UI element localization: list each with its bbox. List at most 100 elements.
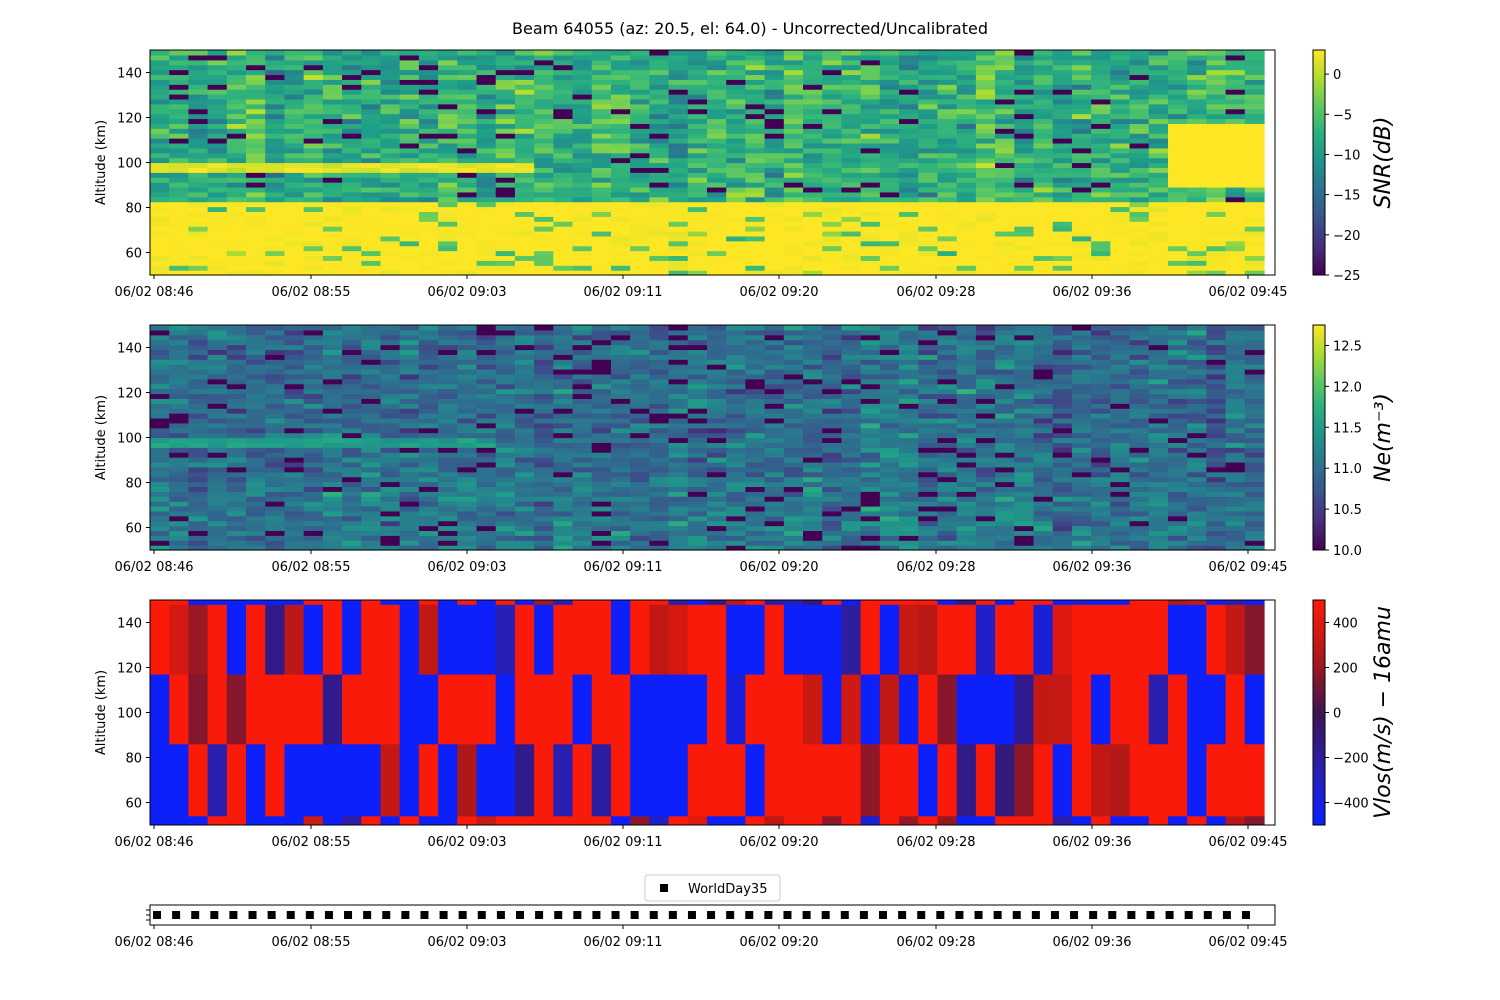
heatmap-cell	[572, 191, 593, 198]
heatmap-cell	[150, 383, 170, 390]
heatmap-cell	[226, 461, 247, 468]
heatmap-cell	[1033, 373, 1054, 380]
heatmap-cell	[1206, 98, 1227, 105]
heatmap-cell	[1148, 211, 1169, 217]
heatmap-cell	[975, 354, 996, 360]
heatmap-cell	[726, 452, 747, 458]
heatmap-cell	[418, 186, 439, 193]
heatmap-cell	[1091, 147, 1111, 154]
heatmap-cell	[879, 216, 900, 222]
heatmap-cell	[1014, 413, 1035, 419]
heatmap-cell	[649, 50, 670, 56]
heatmap-cell	[879, 520, 900, 527]
heatmap-cell	[188, 540, 209, 546]
heatmap-cell	[591, 413, 612, 419]
heatmap-cell	[630, 94, 650, 100]
heatmap-cell	[879, 476, 900, 483]
heatmap-cell	[534, 393, 554, 399]
heatmap-cell	[707, 172, 727, 178]
heatmap-cell	[1014, 162, 1035, 168]
heatmap-cell	[226, 369, 247, 375]
heatmap-cell	[438, 235, 458, 242]
heatmap-cell	[630, 344, 650, 351]
heatmap-cell	[1071, 417, 1092, 424]
heatmap-cell	[246, 69, 266, 76]
heatmap-cell	[572, 147, 593, 154]
heatmap-cell	[1225, 133, 1246, 139]
heatmap-cell	[1187, 245, 1207, 252]
heatmap-cell	[438, 113, 458, 120]
heatmap-cell	[534, 325, 554, 331]
heatmap-cell	[188, 525, 209, 532]
heatmap-cell	[822, 525, 843, 532]
heatmap-cell	[1052, 98, 1073, 105]
heatmap-cell	[476, 270, 497, 276]
heatmap-cell	[399, 152, 420, 159]
heatmap-cell	[361, 535, 382, 541]
heatmap-cell	[476, 113, 497, 120]
heatmap-cell	[150, 369, 170, 375]
heatmap-cell	[514, 398, 535, 404]
heatmap-cell	[303, 447, 324, 453]
heatmap-cell	[1014, 186, 1035, 193]
heatmap-cell	[956, 457, 977, 463]
heatmap-cell	[668, 206, 689, 213]
heatmap-cell	[803, 201, 823, 208]
heatmap-cell	[860, 186, 881, 193]
heatmap-cell	[591, 245, 612, 252]
heatmap-cell	[975, 481, 996, 488]
heatmap-cell	[649, 230, 670, 237]
heatmap-cell	[822, 196, 843, 203]
heatmap-cell	[457, 167, 478, 173]
heatmap-cell	[803, 520, 823, 527]
colorbar-tick-label: −5	[1333, 108, 1352, 123]
heatmap-cell	[745, 260, 766, 266]
heatmap-cell	[630, 133, 650, 139]
heatmap-cell	[342, 349, 362, 355]
heatmap-cell	[246, 461, 266, 468]
heatmap-cell	[207, 98, 228, 105]
heatmap-cell	[457, 79, 478, 85]
heatmap-cell	[457, 147, 478, 154]
heatmap-cell	[745, 235, 766, 242]
heatmap-cell	[322, 255, 343, 261]
heatmap-cell	[995, 50, 1015, 56]
heatmap-cell	[687, 128, 708, 134]
heatmap-cell	[399, 447, 420, 453]
heatmap-cell	[668, 417, 689, 424]
heatmap-cell	[361, 447, 382, 453]
heatmap-cell	[610, 545, 631, 551]
heatmap-cell	[860, 349, 881, 355]
heatmap-cell	[1014, 481, 1035, 488]
heatmap-cell	[879, 369, 900, 375]
heatmap-cell	[476, 118, 497, 124]
heatmap-cell	[1052, 378, 1073, 385]
heatmap-cell	[630, 182, 650, 188]
heatmap-cell	[265, 118, 286, 124]
heatmap-cell	[1014, 354, 1035, 360]
heatmap-cell	[169, 167, 190, 173]
heatmap-cell	[457, 408, 478, 414]
heatmap-cell	[899, 226, 919, 232]
heatmap-cell	[1091, 59, 1111, 66]
heatmap-cell	[572, 152, 593, 159]
heatmap-cell	[207, 344, 228, 351]
heatmap-cell	[553, 157, 574, 164]
heatmap-cell	[1091, 235, 1111, 242]
heatmap-cell	[438, 206, 458, 213]
heatmap-cell	[879, 255, 900, 261]
heatmap-cell	[879, 98, 900, 105]
heatmap-cell	[610, 471, 631, 478]
heatmap-cell	[207, 59, 228, 66]
heatmap-cell	[937, 359, 958, 365]
heatmap-cell	[687, 69, 708, 76]
heatmap-cell	[246, 94, 266, 100]
heatmap-cell	[1148, 265, 1169, 271]
heatmap-cell	[169, 334, 190, 341]
heatmap-cell	[649, 442, 670, 448]
heatmap-cell	[1129, 89, 1150, 95]
heatmap-cell	[322, 540, 343, 546]
heatmap-cell	[169, 177, 190, 183]
heatmap-cell	[860, 359, 881, 365]
heatmap-cell	[207, 64, 228, 71]
